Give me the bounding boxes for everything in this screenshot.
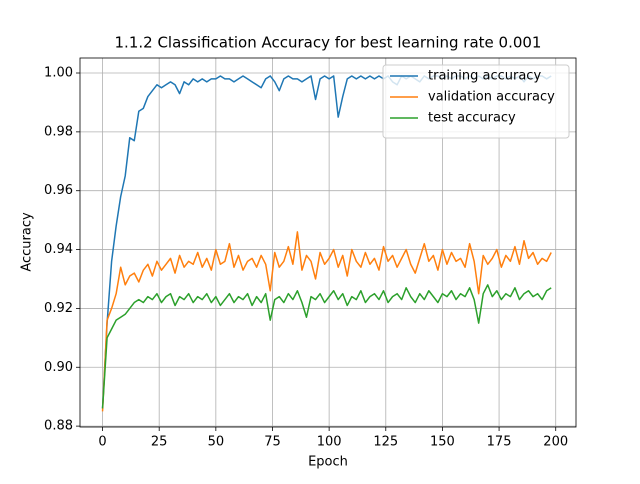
legend-label: training accuracy [428, 69, 541, 84]
chart-title: 1.1.2 Classification Accuracy for best l… [115, 34, 542, 52]
legend-label: test accuracy [428, 111, 516, 126]
y-tick-label: 0.92 [44, 301, 73, 316]
y-tick-label: 1.00 [44, 66, 73, 81]
x-tick-label: 150 [430, 435, 455, 450]
x-tick-label: 50 [208, 435, 225, 450]
x-tick-label: 125 [373, 435, 398, 450]
x-tick-label: 25 [151, 435, 168, 450]
x-tick-label: 75 [264, 435, 281, 450]
series-line [101, 231, 552, 412]
y-tick-label: 0.94 [44, 242, 73, 257]
legend-box [382, 64, 570, 139]
x-tick-label: 200 [543, 435, 568, 450]
y-tick-label: 0.88 [44, 419, 73, 434]
x-tick-label: 0 [98, 435, 106, 450]
x-tick-label: 100 [317, 435, 342, 450]
series-line [101, 284, 552, 409]
y-tick-label: 0.90 [44, 360, 73, 375]
legend-label: validation accuracy [428, 90, 555, 105]
plot-frame [79, 57, 577, 428]
x-axis-label: Epoch [308, 455, 348, 470]
x-tick-label: 175 [487, 435, 512, 450]
y-tick-label: 0.96 [44, 183, 73, 198]
y-axis-label: Accuracy [20, 212, 35, 272]
y-tick-label: 0.98 [44, 124, 73, 139]
